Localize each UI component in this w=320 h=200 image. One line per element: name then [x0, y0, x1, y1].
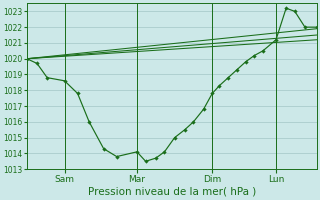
X-axis label: Pression niveau de la mer( hPa ): Pression niveau de la mer( hPa ): [88, 187, 256, 197]
